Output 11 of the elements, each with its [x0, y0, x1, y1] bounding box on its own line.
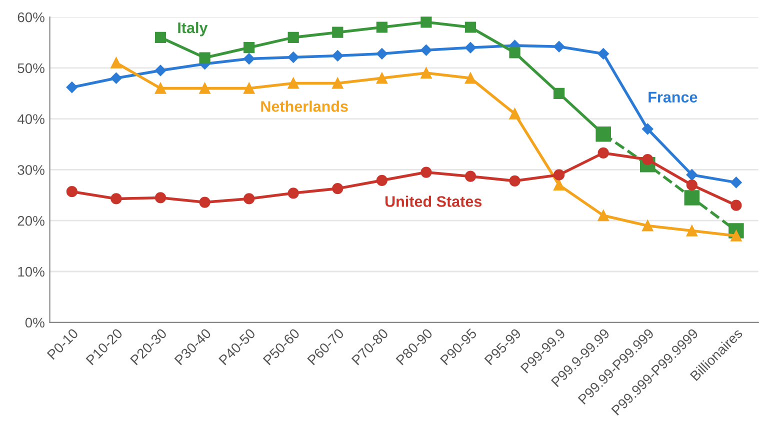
- y-tick-label: 20%: [18, 216, 44, 226]
- y-tick-label: 50%: [18, 63, 44, 74]
- y-tick-label: 10%: [18, 266, 44, 277]
- y-tick-label: 60%: [18, 12, 44, 22]
- series-label: United States: [385, 196, 482, 207]
- y-tick-label: 0%: [25, 318, 44, 328]
- series-label: France: [648, 92, 698, 103]
- series-label: Netherlands: [261, 100, 348, 112]
- y-tick-label: 30%: [18, 165, 44, 175]
- y-tick-label: 40%: [17, 114, 44, 124]
- series-label: Italy: [178, 22, 208, 36]
